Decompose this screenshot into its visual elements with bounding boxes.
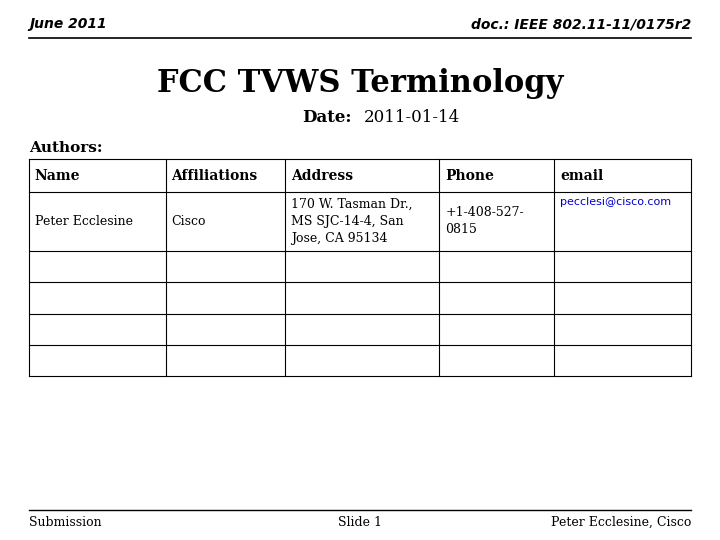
Text: Authors:: Authors: [29,141,102,155]
Text: Phone: Phone [445,168,494,183]
Text: Submission: Submission [29,516,102,529]
Text: June 2011: June 2011 [29,17,107,31]
Text: 170 W. Tasman Dr.,
MS SJC-14-4, San
Jose, CA 95134: 170 W. Tasman Dr., MS SJC-14-4, San Jose… [291,198,412,245]
Text: +1-408-527-
0815: +1-408-527- 0815 [445,206,524,237]
Text: Slide 1: Slide 1 [338,516,382,529]
Text: Affiliations: Affiliations [171,168,258,183]
Text: doc.: IEEE 802.11-11/0175r2: doc.: IEEE 802.11-11/0175r2 [471,17,691,31]
Text: Peter Ecclesine: Peter Ecclesine [35,215,132,228]
Text: 2011-01-14: 2011-01-14 [364,109,460,126]
Text: Date:: Date: [302,109,352,126]
Text: FCC TVWS Terminology: FCC TVWS Terminology [157,68,563,99]
Text: pecclesi@cisco.com: pecclesi@cisco.com [560,197,671,207]
Text: Cisco: Cisco [171,215,206,228]
Text: Address: Address [291,168,353,183]
Text: Peter Ecclesine, Cisco: Peter Ecclesine, Cisco [551,516,691,529]
Text: Name: Name [35,168,80,183]
Text: email: email [560,168,603,183]
